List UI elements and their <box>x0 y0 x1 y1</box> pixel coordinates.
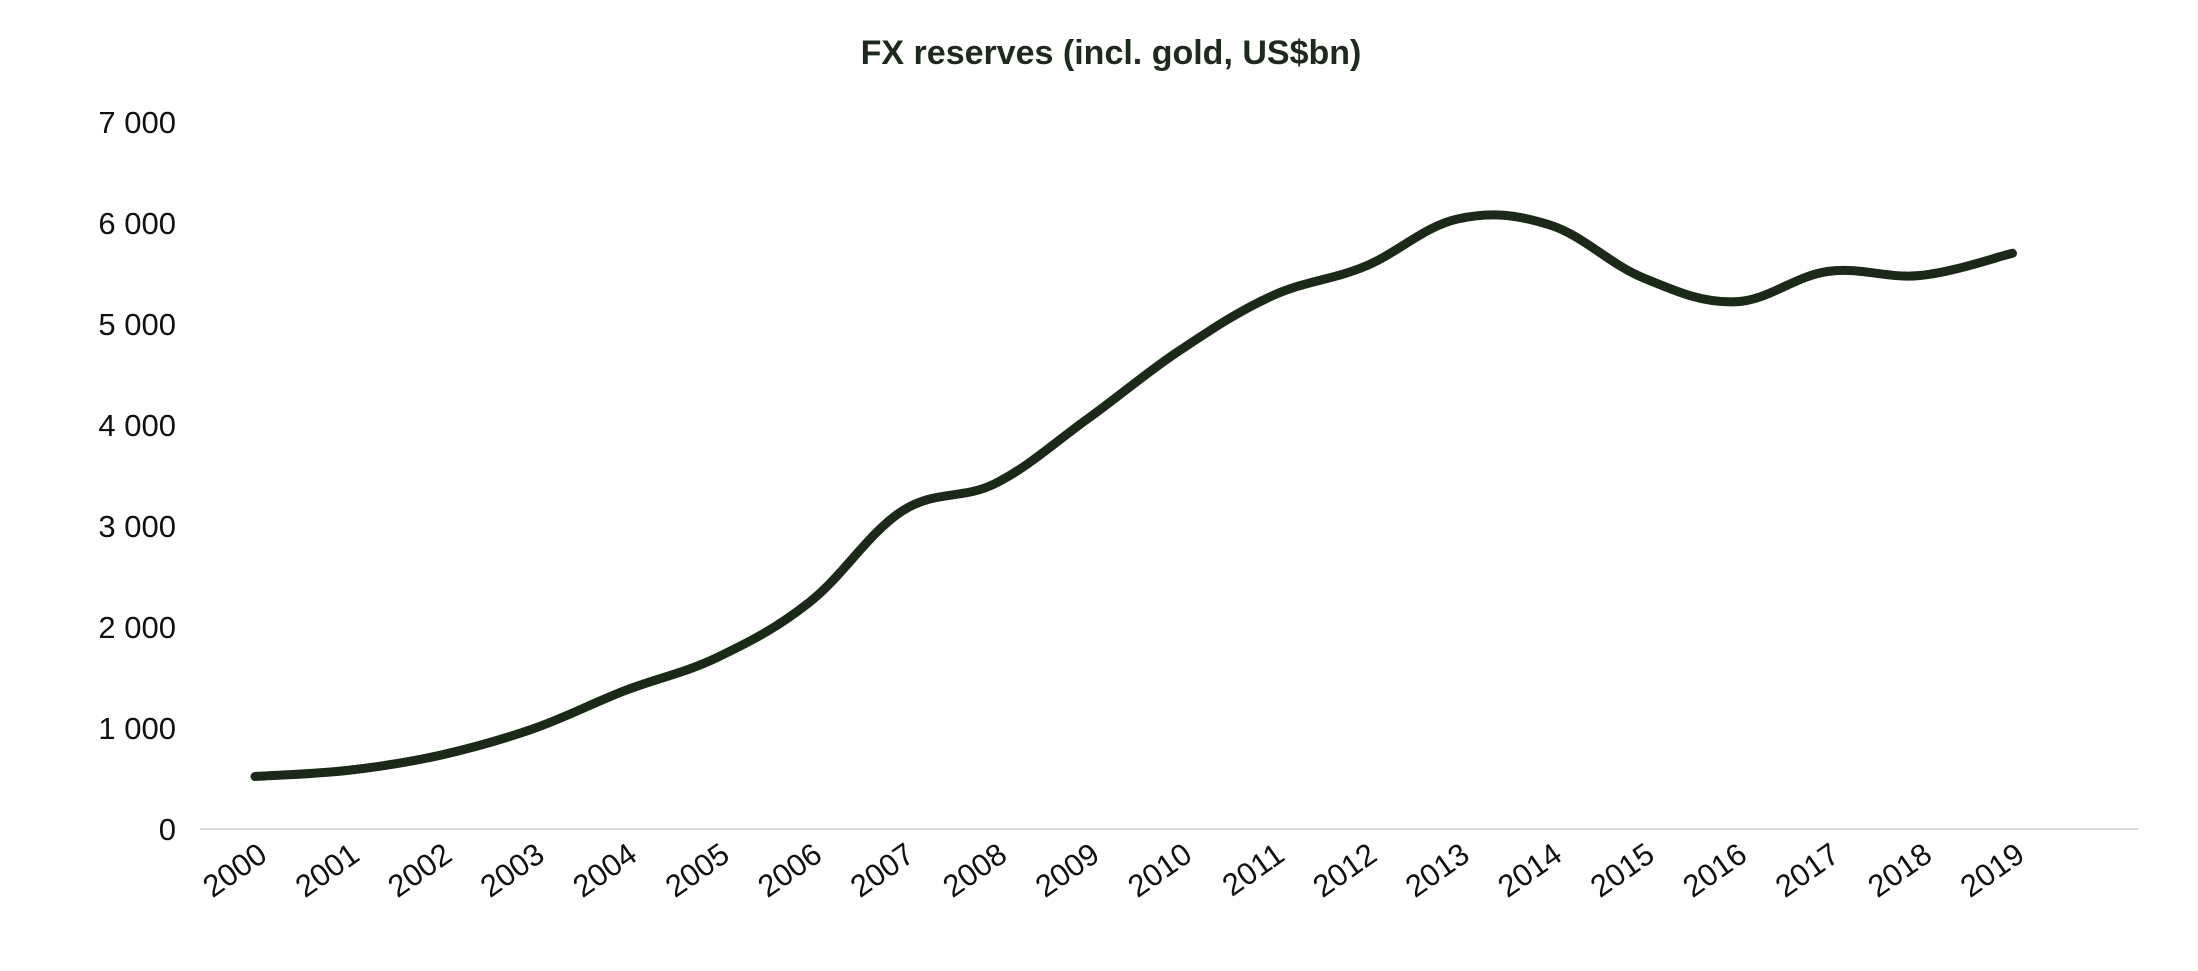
data-point-2000 <box>251 772 259 780</box>
data-point-2006 <box>806 598 814 606</box>
data-point-2013 <box>1454 215 1462 223</box>
x-tick-label: 2013 <box>1399 836 1476 904</box>
data-point-2001 <box>344 766 352 774</box>
data-point-2003 <box>529 725 537 733</box>
y-tick-label: 0 <box>159 812 176 847</box>
x-axis-tick-labels: 2000 2001 2002 2003 2004 2005 2006 2007 2008 2009… <box>196 836 2030 904</box>
y-tick-label: 6 000 <box>98 206 176 241</box>
data-point-2007 <box>899 507 907 515</box>
x-tick-label: 2019 <box>1954 836 2031 904</box>
y-tick-label: 4 000 <box>98 408 176 443</box>
y-tick-label: 7 000 <box>98 105 176 140</box>
y-tick-label: 1 000 <box>98 711 176 746</box>
data-point-2019 <box>2009 249 2017 257</box>
data-point-2017 <box>1824 267 1832 275</box>
x-tick-label: 2015 <box>1584 836 1661 904</box>
x-tick-label: 2006 <box>751 836 828 904</box>
data-point-2004 <box>621 687 629 695</box>
x-tick-label: 2010 <box>1121 836 1198 904</box>
x-tick-label: 2016 <box>1676 836 1753 904</box>
x-tick-label: 2002 <box>381 836 458 904</box>
x-tick-label: 2018 <box>1861 836 1938 904</box>
x-tick-label: 2004 <box>566 836 643 904</box>
x-tick-label: 2017 <box>1769 836 1846 904</box>
x-tick-label: 2008 <box>936 836 1013 904</box>
data-point-2010 <box>1176 346 1184 354</box>
data-point-2009 <box>1084 415 1092 423</box>
x-tick-label: 2005 <box>659 836 736 904</box>
data-point-2015 <box>1639 274 1647 282</box>
x-tick-label: 2007 <box>844 836 921 904</box>
x-tick-label: 2012 <box>1306 836 1383 904</box>
y-tick-label: 2 000 <box>98 610 176 645</box>
y-tick-label: 3 000 <box>98 509 176 544</box>
data-point-2018 <box>1916 272 1924 280</box>
y-tick-label: 5 000 <box>98 307 176 342</box>
x-tick-label: 2003 <box>474 836 551 904</box>
data-point-2014 <box>1546 221 1554 229</box>
y-axis-tick-labels: 0 1 000 2 000 3 000 4 000 5 000 6 000 7 000 <box>98 105 176 847</box>
chart-title: FX reserves (incl. gold, US$bn) <box>861 34 1362 72</box>
x-tick-label: 2014 <box>1491 836 1568 904</box>
data-point-2016 <box>1731 298 1739 306</box>
x-tick-label: 2009 <box>1029 836 1106 904</box>
x-tick-label: 2000 <box>196 836 273 904</box>
x-tick-label: 2001 <box>289 836 366 904</box>
x-tick-label: 2011 <box>1216 836 1291 903</box>
data-point-2005 <box>714 653 722 661</box>
data-point-2002 <box>436 751 444 759</box>
data-point-2008 <box>991 480 999 488</box>
data-point-2011 <box>1269 292 1277 300</box>
series-line <box>250 210 2017 781</box>
data-point-2012 <box>1361 262 1369 270</box>
